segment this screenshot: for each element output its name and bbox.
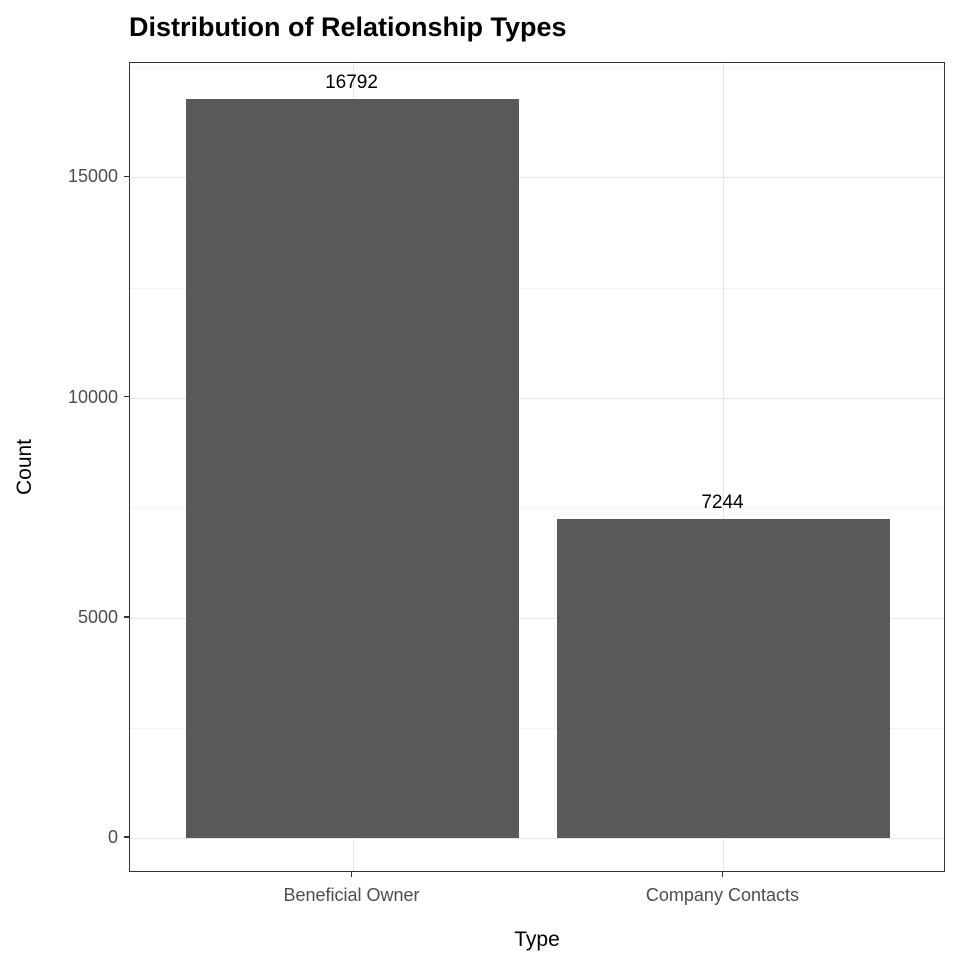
minor-gridline <box>130 507 944 509</box>
minor-gridline <box>130 287 944 289</box>
y-tick-mark <box>124 616 129 618</box>
x-tick-mark <box>721 872 724 877</box>
major-gridline <box>130 617 944 619</box>
bar <box>185 98 520 838</box>
y-axis-title: Count <box>13 438 36 496</box>
plot-panel <box>129 62 945 872</box>
major-gridline <box>130 177 944 179</box>
chart-title: Distribution of Relationship Types <box>129 12 567 42</box>
bar-value-label: 16792 <box>325 71 378 93</box>
x-category-label: Company Contacts <box>645 885 799 905</box>
x-axis-title: Type <box>514 928 560 951</box>
minor-gridline <box>130 67 944 69</box>
y-tick-label: 0 <box>107 827 118 847</box>
minor-gridline <box>130 727 944 729</box>
y-tick-mark <box>124 175 129 178</box>
y-tick-mark <box>124 395 129 398</box>
y-tick-label: 5000 <box>77 606 118 627</box>
vertical-gridline <box>723 63 725 871</box>
x-tick-mark <box>350 872 353 877</box>
bar <box>556 519 891 838</box>
major-gridline <box>130 397 944 399</box>
x-category-label: Beneficial Owner <box>283 885 420 905</box>
bar-value-label: 7244 <box>701 492 744 514</box>
y-tick-label: 15000 <box>67 166 118 187</box>
y-tick-mark <box>124 836 129 838</box>
major-gridline <box>130 838 944 839</box>
y-tick-label: 10000 <box>67 386 118 407</box>
